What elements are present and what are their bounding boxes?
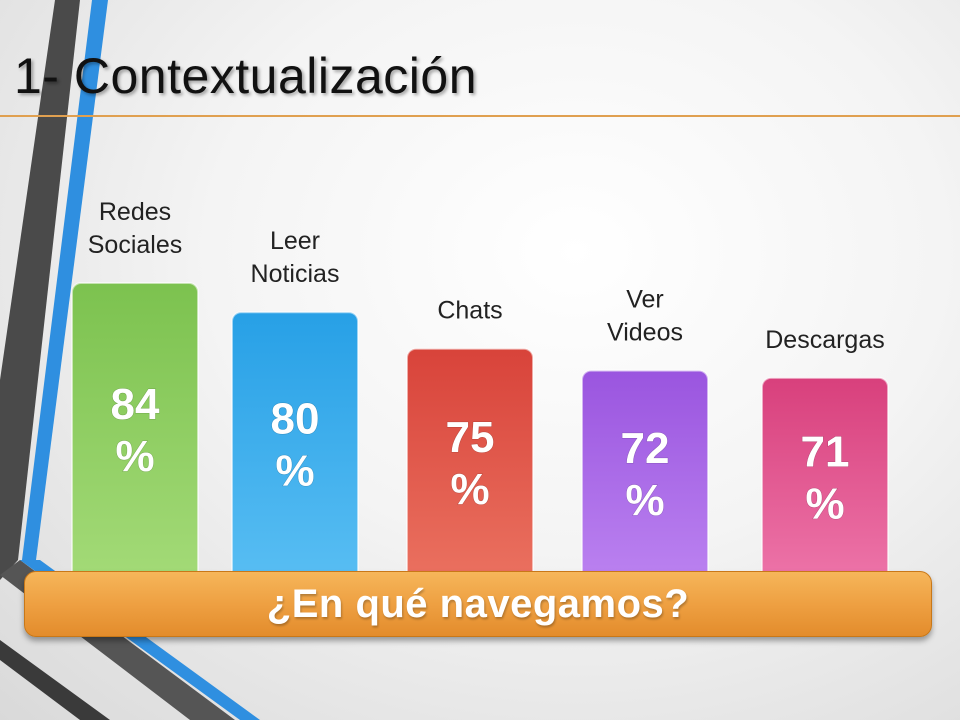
stripe-blue <box>22 0 108 560</box>
stripe-dark-bottom-2 <box>0 640 110 720</box>
value-label-ver-videos: 72% <box>621 424 670 525</box>
bars: 84 % 80 % 75 % 72 % 71% <box>71 282 889 602</box>
value-label-chats: 75% <box>446 413 495 514</box>
category-label-chats: Chats <box>437 297 502 325</box>
category-label-leer-noticias: Leer Noticias <box>251 227 340 288</box>
category-label-ver-videos: Ver Videos <box>607 286 683 347</box>
title-underline <box>0 115 960 117</box>
value-label-redes-sociales: 84% <box>111 380 160 481</box>
category-labels: Redes Sociales Leer Noticias Chats Ver Videos D… <box>88 198 885 354</box>
slide-title: 1- Contextualización <box>14 48 478 104</box>
value-label-leer-noticias: 80% <box>271 395 320 496</box>
category-label-descargas: Descargas <box>765 326 885 354</box>
question-banner: ¿En qué navegamos? <box>24 571 932 637</box>
banner-text: ¿En qué navegamos? <box>266 581 690 626</box>
stripe-dark <box>0 0 80 580</box>
category-label-redes-sociales: Redes Sociales <box>88 198 183 259</box>
value-label-descargas: 71% <box>801 427 850 528</box>
